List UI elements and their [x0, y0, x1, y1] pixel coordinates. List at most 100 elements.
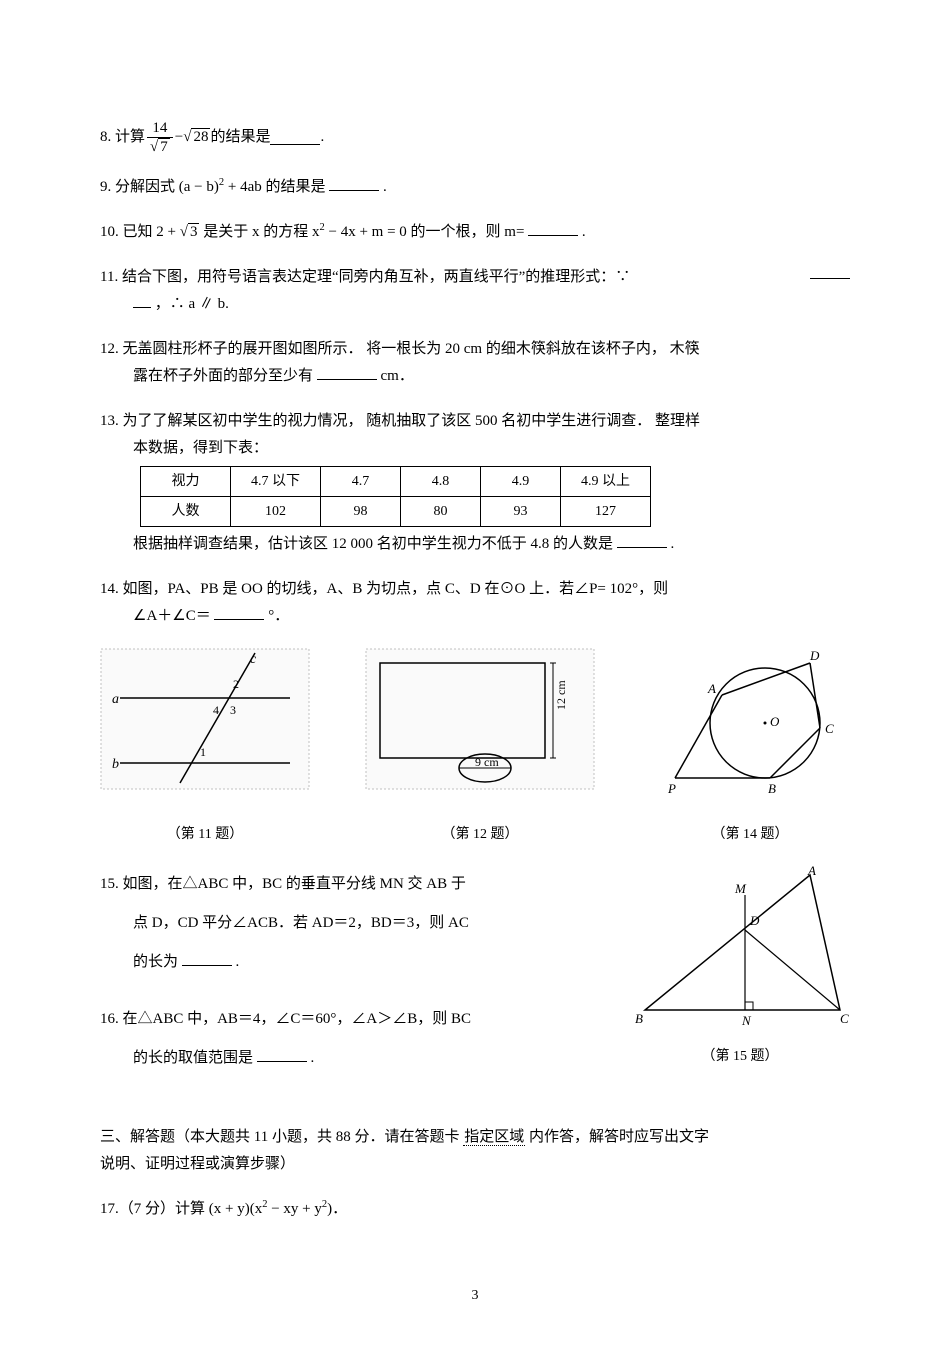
q13-line2: 本数据，得到下表： — [100, 435, 850, 462]
denominator: 7 — [147, 138, 173, 156]
blank[interactable] — [329, 176, 379, 191]
sec3-c: 说明、证明过程或演算步骤） — [100, 1151, 850, 1178]
q15-16-block: 15. 如图，在△ABC 中，BC 的垂直平分线 MN 交 AB 于 点 D，C… — [100, 865, 850, 1096]
svg-text:3: 3 — [230, 703, 236, 717]
blank[interactable] — [810, 264, 850, 279]
question-8: 8. 计算 14 7 − 28 的结果是 . — [100, 120, 850, 156]
q8-suffix: 的结果是 — [210, 124, 270, 151]
q13-line3b: . — [671, 536, 675, 552]
figure-11: a b c 2 4 3 1 （第 11 题） — [100, 648, 310, 847]
sec3-a: 三、解答题（本大题共 11 小题，共 88 分．请在答题卡 — [100, 1129, 463, 1145]
numerator: 14 — [147, 120, 173, 138]
q14-line1: 14. 如图，PA、PB 是 OO 的切线，A、B 为切点，点 C、D 在⊙O … — [100, 576, 850, 603]
question-13: 13. 为了了解某区初中学生的视力情况， 随机抽取了该区 500 名初中学生进行… — [100, 408, 850, 558]
svg-text:9 cm: 9 cm — [475, 755, 499, 769]
svg-text:N: N — [741, 1013, 752, 1028]
question-11: 11. 结合下图，用符号语言表达定理“同旁内角互补，两直线平行”的推理形式：∵ … — [100, 264, 850, 318]
blank[interactable] — [528, 221, 578, 236]
fig11-svg: a b c 2 4 3 1 — [100, 648, 310, 818]
th: 4.7 以下 — [231, 466, 321, 496]
expr-a: (a − b) — [179, 179, 219, 195]
q14-line2b: °． — [268, 608, 289, 624]
svg-text:2: 2 — [233, 677, 239, 691]
svg-text:b: b — [112, 757, 119, 772]
svg-text:a: a — [112, 692, 119, 707]
blank[interactable] — [257, 1047, 307, 1062]
svg-text:A: A — [807, 865, 816, 878]
fig15-svg: A M D B N C — [630, 865, 850, 1035]
td: 93 — [481, 496, 561, 526]
th: 4.8 — [401, 466, 481, 496]
mid1: 是关于 x 的方程 — [203, 224, 312, 240]
blank[interactable] — [133, 293, 151, 308]
period: . — [383, 179, 387, 195]
fig12-svg: 9 cm 12 cm — [365, 648, 595, 818]
q8-prefix: 8. 计算 — [100, 124, 145, 151]
question-17: 17.（7 分）计算 (x + y)(x2 − xy + y2)． — [100, 1196, 850, 1223]
q12-line2b: cm． — [381, 368, 414, 384]
td: 人数 — [141, 496, 231, 526]
td: 80 — [401, 496, 481, 526]
blank[interactable] — [182, 951, 232, 966]
q12-line1: 12. 无盖圆柱形杯子的展开图如图所示． 将一根长为 20 cm 的细木筷斜放在… — [100, 336, 850, 363]
q16-line1: 16. 在△ABC 中，AB＝4，∠C＝60°，∠A＞∠B，则 BC — [100, 1000, 620, 1039]
period: . — [320, 124, 324, 151]
question-15: 15. 如图，在△ABC 中，BC 的垂直平分线 MN 交 AB 于 点 D，C… — [100, 865, 620, 982]
figure-row: a b c 2 4 3 1 （第 11 题） 9 cm 12 cm （第 12 … — [100, 648, 850, 847]
q16-line2a: 的长的取值范围是 — [133, 1050, 257, 1066]
question-9: 9. 分解因式 (a − b)2 + 4ab 的结果是 . — [100, 174, 850, 201]
svg-text:C: C — [825, 721, 834, 736]
q15-line3b: . — [236, 954, 240, 970]
svg-text:D: D — [749, 913, 760, 928]
td: 98 — [321, 496, 401, 526]
q13-line3a: 根据抽样调查结果，估计该区 12 000 名初中学生视力不低于 4.8 的人数是 — [133, 536, 617, 552]
td: 102 — [231, 496, 321, 526]
svg-text:C: C — [840, 1011, 849, 1026]
svg-text:P: P — [667, 781, 676, 796]
caption: （第 12 题） — [365, 822, 595, 847]
question-16: 16. 在△ABC 中，AB＝4，∠C＝60°，∠A＞∠B，则 BC 的长的取值… — [100, 1000, 620, 1078]
minus: − — [175, 124, 183, 151]
svg-text:1: 1 — [200, 745, 206, 759]
blank[interactable] — [617, 533, 667, 548]
q11-line1: 11. 结合下图，用符号语言表达定理“同旁内角互补，两直线平行”的推理形式：∵ — [100, 264, 810, 291]
th: 4.9 以上 — [561, 466, 651, 496]
figure-15: A M D B N C （第 15 题） — [620, 865, 850, 1069]
svg-text:O: O — [770, 714, 780, 729]
question-12: 12. 无盖圆柱形杯子的展开图如图所示． 将一根长为 20 cm 的细木筷斜放在… — [100, 336, 850, 390]
eq-b: − 4x + m = 0 — [325, 224, 407, 240]
sec3-b: 内作答，解答时应写出文字 — [525, 1129, 709, 1145]
sec3-dotted: 指定区域 — [463, 1129, 525, 1146]
q10-prefix: 10. 已知 — [100, 224, 156, 240]
q17-suffix: )． — [327, 1201, 347, 1217]
question-10: 10. 已知 2 + 3 是关于 x 的方程 x2 − 4x + m = 0 的… — [100, 219, 850, 246]
q12-line2a: 露在杯子外面的部分至少有 — [133, 368, 317, 384]
caption: （第 11 题） — [100, 822, 310, 847]
q9-prefix: 9. 分解因式 — [100, 179, 179, 195]
question-14: 14. 如图，PA、PB 是 OO 的切线，A、B 为切点，点 C、D 在⊙O … — [100, 576, 850, 630]
svg-text:4: 4 — [213, 703, 219, 717]
blank[interactable] — [214, 605, 264, 620]
fig14-svg: D O A C P B — [650, 648, 850, 818]
vision-table: 视力 4.7 以下 4.7 4.8 4.9 4.9 以上 人数 102 98 8… — [140, 466, 651, 527]
q16-line2b: . — [311, 1050, 315, 1066]
period: . — [582, 224, 586, 240]
svg-text:c: c — [250, 652, 257, 667]
table-row: 人数 102 98 80 93 127 — [141, 496, 651, 526]
th: 4.7 — [321, 466, 401, 496]
q17-prefix: 17.（7 分）计算 — [100, 1201, 209, 1217]
svg-text:M: M — [734, 881, 747, 896]
th: 4.9 — [481, 466, 561, 496]
page-number: 3 — [100, 1283, 850, 1308]
table-row: 视力 4.7 以下 4.7 4.8 4.9 4.9 以上 — [141, 466, 651, 496]
blank[interactable] — [317, 365, 377, 380]
q11-line2: ，∴ a ∥ b. — [155, 296, 229, 312]
q15-line1: 15. 如图，在△ABC 中，BC 的垂直平分线 MN 交 AB 于 — [100, 865, 620, 904]
q15-line3a: 的长为 — [133, 954, 182, 970]
svg-text:12 cm: 12 cm — [554, 680, 568, 710]
figure-14: D O A C P B （第 14 题） — [650, 648, 850, 847]
td: 127 — [561, 496, 651, 526]
expr-b: + 4ab — [224, 179, 262, 195]
svg-text:A: A — [707, 681, 716, 696]
blank[interactable] — [270, 130, 320, 145]
